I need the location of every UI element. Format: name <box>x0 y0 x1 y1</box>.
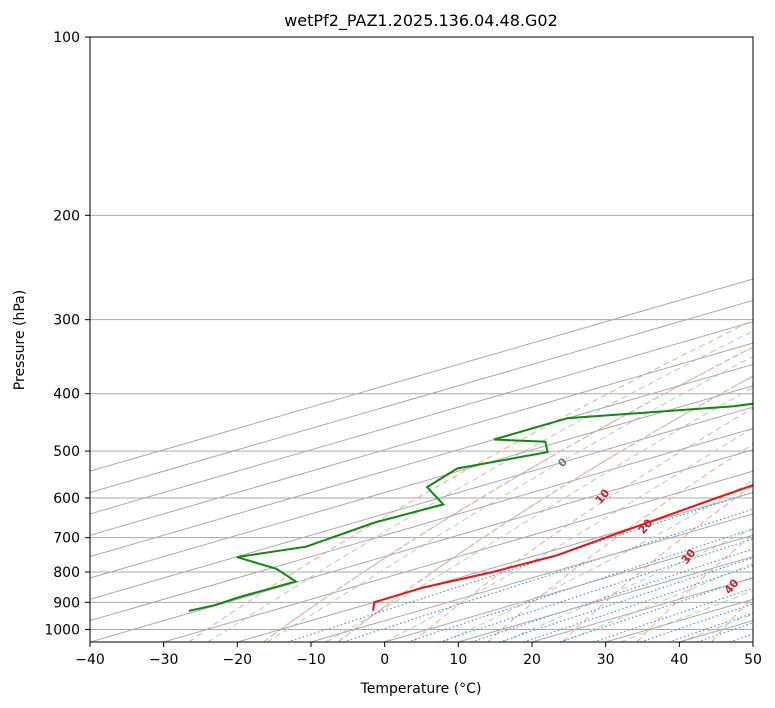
x-tick-label: 0 <box>380 652 389 668</box>
y-tick-label: 1000 <box>44 622 80 638</box>
mixing-ratio-line <box>668 612 753 642</box>
isotherm-line <box>90 363 753 558</box>
isotherm-line <box>90 278 753 472</box>
y-axis-label: Pressure (hPa) <box>12 290 28 390</box>
axis-ticks: −40 −30 −20 −10 0 10 20 30 40 50 100 200 300 400 500 60… <box>44 30 762 668</box>
x-axis-label: Temperature (°C) <box>360 681 482 697</box>
y-tick-label: 300 <box>53 313 80 329</box>
mixing-ratio-line <box>287 491 753 642</box>
isotherm-line <box>384 534 753 642</box>
moist-adiabat-line <box>561 562 753 642</box>
dry-adiabat-line <box>188 319 753 642</box>
dewpoint-line <box>188 402 753 612</box>
grid-layer <box>90 37 753 642</box>
mixing-ratio-line <box>343 508 753 642</box>
dry-adiabat-line <box>487 443 753 642</box>
x-tick-label: −30 <box>149 652 179 668</box>
series-layer <box>188 402 753 612</box>
y-tick-label: 700 <box>53 531 80 547</box>
moist-adiabat-line <box>266 355 753 642</box>
x-tick-label: 30 <box>597 652 615 668</box>
moist-adiabat-line <box>325 386 753 642</box>
isotherm-line <box>90 449 753 642</box>
isotherm-line <box>90 406 753 600</box>
isotherm-line <box>163 470 753 642</box>
chart-title: wetPf2_PAZ1.2025.136.04.48.G02 <box>284 11 558 31</box>
isotherm-line <box>90 427 753 622</box>
y-tick-label: 800 <box>53 565 80 581</box>
y-tick-label: 600 <box>53 491 80 507</box>
y-tick-label: 500 <box>53 444 80 460</box>
dry-adiabat-line <box>561 484 753 642</box>
x-tick-label: 10 <box>449 652 467 668</box>
x-tick-label: 40 <box>670 652 688 668</box>
mixing-ratio-line <box>471 548 753 642</box>
isotherm-line <box>90 321 753 515</box>
x-tick-label: −40 <box>75 652 105 668</box>
isotherm-line <box>310 513 753 642</box>
y-tick-label: 100 <box>53 30 80 46</box>
mixing-ratio-line <box>640 603 753 642</box>
extra-adiabat-line <box>263 346 753 642</box>
isotherm-line <box>237 492 753 642</box>
x-tick-label: −20 <box>223 652 253 668</box>
plot-frame <box>89 36 754 643</box>
isotherm-line <box>90 299 753 494</box>
y-tick-label: 900 <box>53 595 80 611</box>
x-tick-label: 20 <box>523 652 541 668</box>
extra-adiabat-line <box>337 375 753 642</box>
moist-adiabat-line <box>502 528 753 642</box>
y-tick-label: 200 <box>53 208 80 224</box>
moist-adiabat-line <box>384 427 753 642</box>
x-tick-label: 50 <box>744 652 762 668</box>
isotherm-line <box>90 385 753 579</box>
x-tick-label: −10 <box>296 652 326 668</box>
y-tick-label: 400 <box>53 387 80 403</box>
temperature-line <box>372 484 753 611</box>
